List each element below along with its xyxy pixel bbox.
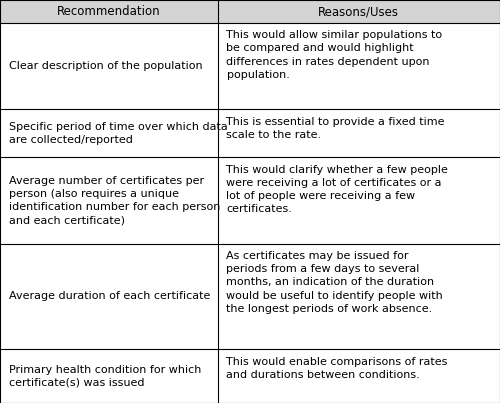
Bar <box>0 0 500 23</box>
Bar <box>218 109 500 157</box>
Bar <box>0 244 218 349</box>
Bar <box>0 349 218 403</box>
Text: This would enable comparisons of rates
and durations between conditions.: This would enable comparisons of rates a… <box>226 357 448 380</box>
Bar <box>0 157 218 244</box>
Text: Recommendation: Recommendation <box>57 5 160 18</box>
Text: Average number of certificates per
person (also requires a unique
identification: Average number of certificates per perso… <box>9 176 220 225</box>
Bar <box>218 349 500 403</box>
Bar <box>218 157 500 244</box>
Text: As certificates may be issued for
periods from a few days to several
months, an : As certificates may be issued for period… <box>226 251 444 314</box>
Text: Primary health condition for which
certificate(s) was issued: Primary health condition for which certi… <box>9 365 202 388</box>
Bar <box>218 244 500 349</box>
Bar <box>218 23 500 109</box>
Text: Average duration of each certificate: Average duration of each certificate <box>9 291 210 301</box>
Text: This is essential to provide a fixed time
scale to the rate.: This is essential to provide a fixed tim… <box>226 116 445 140</box>
Text: This would clarify whether a few people
were receiving a lot of certificates or : This would clarify whether a few people … <box>226 164 448 214</box>
Text: Clear description of the population: Clear description of the population <box>9 61 202 71</box>
Text: This would allow similar populations to
be compared and would highlight
differen: This would allow similar populations to … <box>226 30 442 80</box>
Bar <box>0 109 218 157</box>
Text: Specific period of time over which data
are collected/reported: Specific period of time over which data … <box>9 122 228 145</box>
Text: Reasons/Uses: Reasons/Uses <box>318 5 399 18</box>
Bar <box>0 23 218 109</box>
